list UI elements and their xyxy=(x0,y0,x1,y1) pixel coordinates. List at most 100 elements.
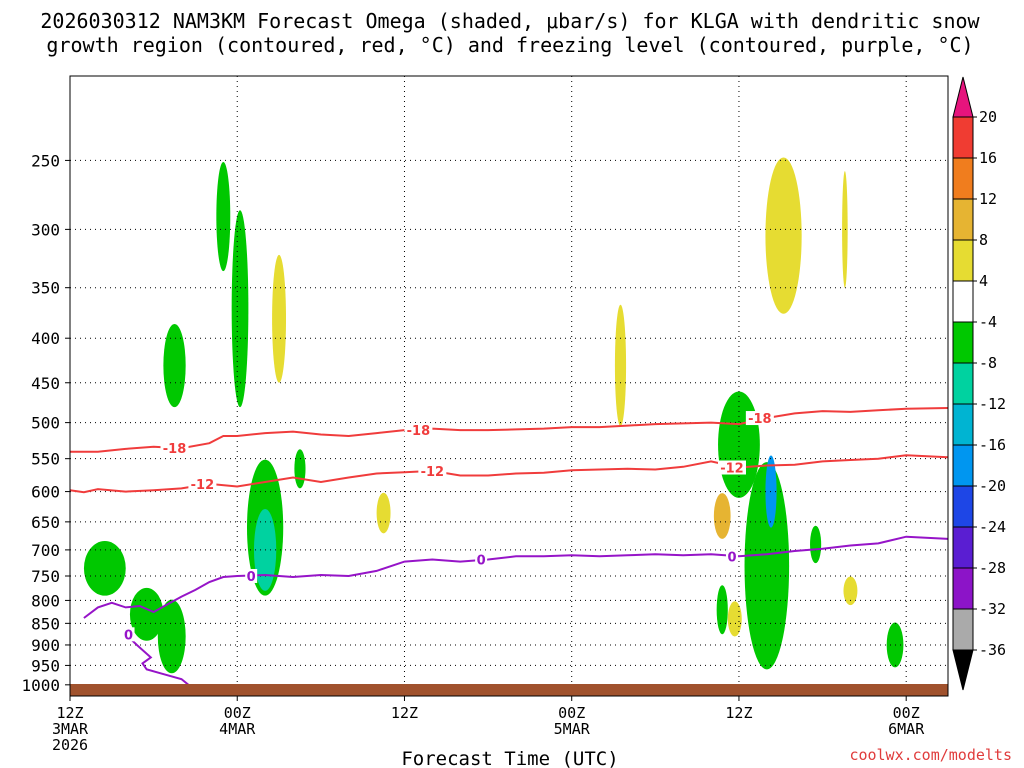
colorbar-label-5: -4 xyxy=(979,313,997,331)
contour-label-1-2: -12 xyxy=(720,462,744,477)
contour-label-bg-2-1 xyxy=(475,552,488,567)
plot-border xyxy=(69,75,949,697)
contour-label-bg-2-0 xyxy=(245,568,258,583)
contour-label-bg-0-2 xyxy=(745,411,774,426)
plot-area xyxy=(70,76,948,696)
colorbar-label-1: 16 xyxy=(979,149,997,167)
ground-strip xyxy=(70,684,948,696)
colorbar-label-10: -24 xyxy=(979,518,1006,536)
omega-region-updraft-19 xyxy=(810,525,822,564)
y-tick-label-700: 700 xyxy=(31,541,60,560)
colorbar-label-6: -8 xyxy=(979,354,997,372)
colorbar-swatch-9 xyxy=(952,485,974,528)
x-tick-label-24-0: 12Z xyxy=(391,704,418,722)
colorbar-label-13: -36 xyxy=(979,641,1006,659)
colorbar-label-8: -16 xyxy=(979,436,1006,454)
credit-text: coolwx.com/modelts xyxy=(849,746,1012,764)
contour-label-bg-1-0 xyxy=(188,476,217,491)
colorbar-label-2: 12 xyxy=(979,190,997,208)
contour-label-bg-0-1 xyxy=(404,423,433,438)
y-tick-label-400: 400 xyxy=(31,329,60,348)
y-tick-label-350: 350 xyxy=(31,279,60,298)
y-axis: 250 300 350 400 450 500 550 600 650 700 750 800 850 9… xyxy=(21,151,70,695)
omega-region-downdraft-9 xyxy=(272,254,287,383)
contour-label-bg-0-0 xyxy=(160,441,189,456)
contour-label-bg-1-2 xyxy=(717,460,746,475)
x-tick-label-60-1: 6MAR xyxy=(888,720,925,738)
y-tick-label-900: 900 xyxy=(31,636,60,655)
y-tick-label-250: 250 xyxy=(31,151,60,170)
contour-label-bg-3-0 xyxy=(122,627,135,642)
x-tick-label-0-1: 3MAR xyxy=(52,720,89,738)
contour-label-0-1: -18 xyxy=(407,424,431,439)
contour-label-2-2: 0 xyxy=(727,550,736,565)
omega-region-downdraft-22 xyxy=(842,171,848,288)
colorbar-label-3: 8 xyxy=(979,231,988,249)
contour-layer: -18 -18 -18 -12 -12 -12 0 0 0 0 xyxy=(69,407,949,694)
colorbar-swatch-5 xyxy=(952,321,974,364)
colorbar-swatch-0 xyxy=(952,116,974,159)
colorbar: 20 16 12 8 4 -4 -8 -12 -16 -20 -24 -28 -32 -36 xyxy=(952,76,1006,691)
colorbar-swatch-7 xyxy=(952,403,974,446)
omega-region-updraft-8 xyxy=(294,449,306,489)
omega-region-updraft-14 xyxy=(765,455,777,528)
contour-line-2 xyxy=(83,535,949,619)
contour-label-1-0: -12 xyxy=(191,478,215,493)
colorbar-label-11: -28 xyxy=(979,559,1006,577)
omega-region-updraft-13 xyxy=(744,462,790,670)
omega-region-updraft-17 xyxy=(716,585,728,635)
x-tick-label-48-0: 12Z xyxy=(725,704,752,722)
contour-label-bg-2-2 xyxy=(725,549,738,564)
x-axis-title: Forecast Time (UTC) xyxy=(401,748,618,768)
y-tick-label-650: 650 xyxy=(31,513,60,532)
x-tick-label-36-0: 00Z xyxy=(558,704,585,722)
omega-region-downdraft-11 xyxy=(614,304,627,427)
chart-title-line-2: growth region (contoured, red, °C) and f… xyxy=(46,33,973,57)
colorbar-swatch-12 xyxy=(952,608,974,651)
y-tick-label-550: 550 xyxy=(31,450,60,469)
omega-region-updraft-7 xyxy=(231,210,249,408)
omega-region-downdraft-10 xyxy=(376,492,391,534)
y-tick-label-1000: 1000 xyxy=(21,676,60,695)
contour-label-0-2: -18 xyxy=(748,412,772,427)
x-tick-label-60-0: 00Z xyxy=(893,704,920,722)
y-tick-label-450: 450 xyxy=(31,374,60,393)
omega-region-downdraft-20 xyxy=(843,576,858,606)
omega-region-downdraft-16 xyxy=(713,493,731,539)
colorbar-swatch-3 xyxy=(952,239,974,282)
x-tick-label-12-1: 4MAR xyxy=(219,720,256,738)
contour-label-2-1: 0 xyxy=(477,553,486,568)
omega-region-updraft-1 xyxy=(129,587,164,641)
colorbar-swatch-8 xyxy=(952,444,974,487)
contour-label-0-0: -18 xyxy=(163,442,187,457)
colorbar-swatch-10 xyxy=(952,526,974,569)
y-tick-label-500: 500 xyxy=(31,414,60,433)
y-tick-label-750: 750 xyxy=(31,567,60,586)
contour-label-2-0: 0 xyxy=(247,570,256,585)
contour-label-1-1: -12 xyxy=(421,465,445,480)
colorbar-label-12: -32 xyxy=(979,600,1006,618)
colorbar-top-arrow xyxy=(952,76,974,118)
contour-label-3-0: 0 xyxy=(124,628,133,643)
chart-title-line-1: 2026030312 NAM3KM Forecast Omega (shaded… xyxy=(40,9,980,33)
colorbar-swatch-4 xyxy=(952,280,974,323)
colorbar-label-0: 20 xyxy=(979,108,997,126)
y-tick-label-850: 850 xyxy=(31,614,60,633)
colorbar-swatch-1 xyxy=(952,157,974,200)
contour-line-0 xyxy=(70,407,949,453)
y-tick-label-800: 800 xyxy=(31,591,60,610)
colorbar-label-4: 4 xyxy=(979,272,988,290)
omega-region-downdraft-15 xyxy=(765,157,802,314)
y-tick-label-950: 950 xyxy=(31,656,60,675)
x-tick-label-0-0: 12Z xyxy=(56,704,83,722)
y-tick-label-600: 600 xyxy=(31,483,60,502)
omega-region-updraft-4 xyxy=(216,161,231,272)
x-tick-label-36-1: 5MAR xyxy=(554,720,591,738)
colorbar-swatch-6 xyxy=(952,362,974,405)
omega-region-updraft-0 xyxy=(83,541,126,596)
omega-region-updraft-3 xyxy=(163,323,186,408)
x-tick-label-12-0: 00Z xyxy=(224,704,251,722)
colorbar-label-7: -12 xyxy=(979,395,1006,413)
